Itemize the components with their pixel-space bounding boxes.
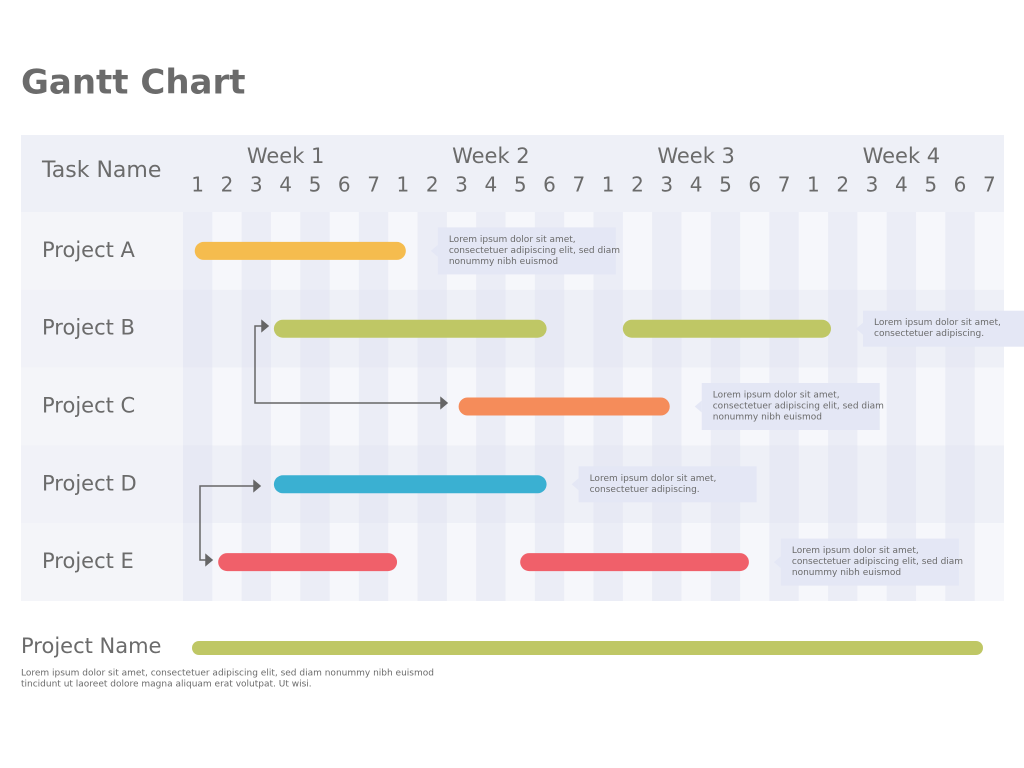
arrow-head [205,553,214,567]
day-label: 6 [543,173,556,197]
day-label: 5 [719,173,732,197]
day-column [886,212,917,601]
day-label: 5 [309,173,322,197]
note-text: consectetuer adipiscing elit, sed diam [449,246,620,256]
day-label: 3 [250,173,263,197]
label-column-bg [21,212,183,601]
header-bg [21,135,1004,212]
arrow-line [254,325,447,404]
day-column [945,212,975,601]
task-bar [622,319,832,338]
note-pointer [856,322,864,335]
note-pointer [571,478,579,491]
day-label: 7 [572,173,585,197]
arrow-line [199,485,258,561]
day-label: 5 [514,173,527,197]
note-text: consectetuer adipiscing. [874,329,984,339]
day-column [241,212,271,601]
dependency-arrows [199,319,449,567]
note-text: Lorem ipsum dolor sit amet, [713,391,840,401]
day-label: 1 [807,173,820,197]
week-label: Week 4 [863,144,941,168]
day-column [358,212,389,601]
note-pointer [694,400,702,413]
day-label: 7 [778,173,791,197]
day-label: 2 [836,173,849,197]
task-bar [218,553,398,572]
week-label: Week 2 [452,144,530,168]
legend-name: Project Name [21,634,161,658]
note-text: Lorem ipsum dolor sit amet, [874,318,1001,328]
legend: Project Name Lorem ipsum dolor sit amet,… [21,634,983,690]
marks: Project A Lorem ipsum dolor sit amet,cons… [42,227,1024,586]
day-label: 4 [485,173,498,197]
arrow-head [253,479,262,493]
note-box [437,227,616,275]
day-label: 6 [748,173,761,197]
task-bar [273,475,547,494]
week-label: Week 3 [657,144,735,168]
day-label: 4 [895,173,908,197]
day-label: 7 [367,173,380,197]
note-text: nonummy nibh euismod [792,568,901,578]
note-text: Lorem ipsum dolor sit amet, [590,474,717,484]
note-box [863,310,1024,347]
day-label: 2 [426,173,439,197]
note-pointer [773,556,781,569]
day-label: 3 [866,173,879,197]
arrow-head [440,396,449,410]
note-box [578,466,757,503]
note-pointer [430,244,438,257]
day-label: 6 [338,173,351,197]
note-text: Lorem ipsum dolor sit amet, [449,235,576,245]
note-box [780,538,959,586]
note-text: consectetuer adipiscing elit, sed diam [792,557,963,567]
task-label: Project E [42,549,134,573]
task-bar [520,553,749,572]
day-label: 4 [690,173,703,197]
day-label: 1 [602,173,615,197]
task-bar [458,397,670,416]
task-label: Project C [42,394,135,418]
note-text: nonummy nibh euismod [449,257,558,267]
day-label: 5 [924,173,937,197]
day-column [300,212,330,601]
day-label: 2 [631,173,644,197]
day-label: 1 [191,173,204,197]
note-text: consectetuer adipiscing elit, sed diam [713,402,884,412]
day-label: 3 [455,173,468,197]
day-label: 7 [983,173,996,197]
task-bar [273,319,547,338]
legend-description: tincidunt ut laoreet dolore magna aliqua… [21,680,312,690]
header-label: Task Name [41,158,161,183]
day-label: 1 [397,173,410,197]
chart-title: Gantt Chart [21,63,246,103]
note-text: nonummy nibh euismod [713,413,822,423]
legend-swatch [192,641,983,655]
day-label: 6 [954,173,967,197]
task-bar [194,241,406,260]
note-text: Lorem ipsum dolor sit amet, [792,546,919,556]
day-column [183,212,213,601]
task-label: Project D [42,471,137,495]
task-label: Project A [42,238,136,262]
note-box [701,383,880,430]
day-label: 2 [221,173,234,197]
legend-description: Lorem ipsum dolor sit amet, consectetuer… [21,669,434,679]
arrow-head [261,319,270,333]
task-label: Project B [42,316,135,340]
note-text: consectetuer adipiscing. [590,485,700,495]
week-label: Week 1 [247,144,325,168]
day-label: 4 [279,173,292,197]
day-label: 3 [660,173,673,197]
